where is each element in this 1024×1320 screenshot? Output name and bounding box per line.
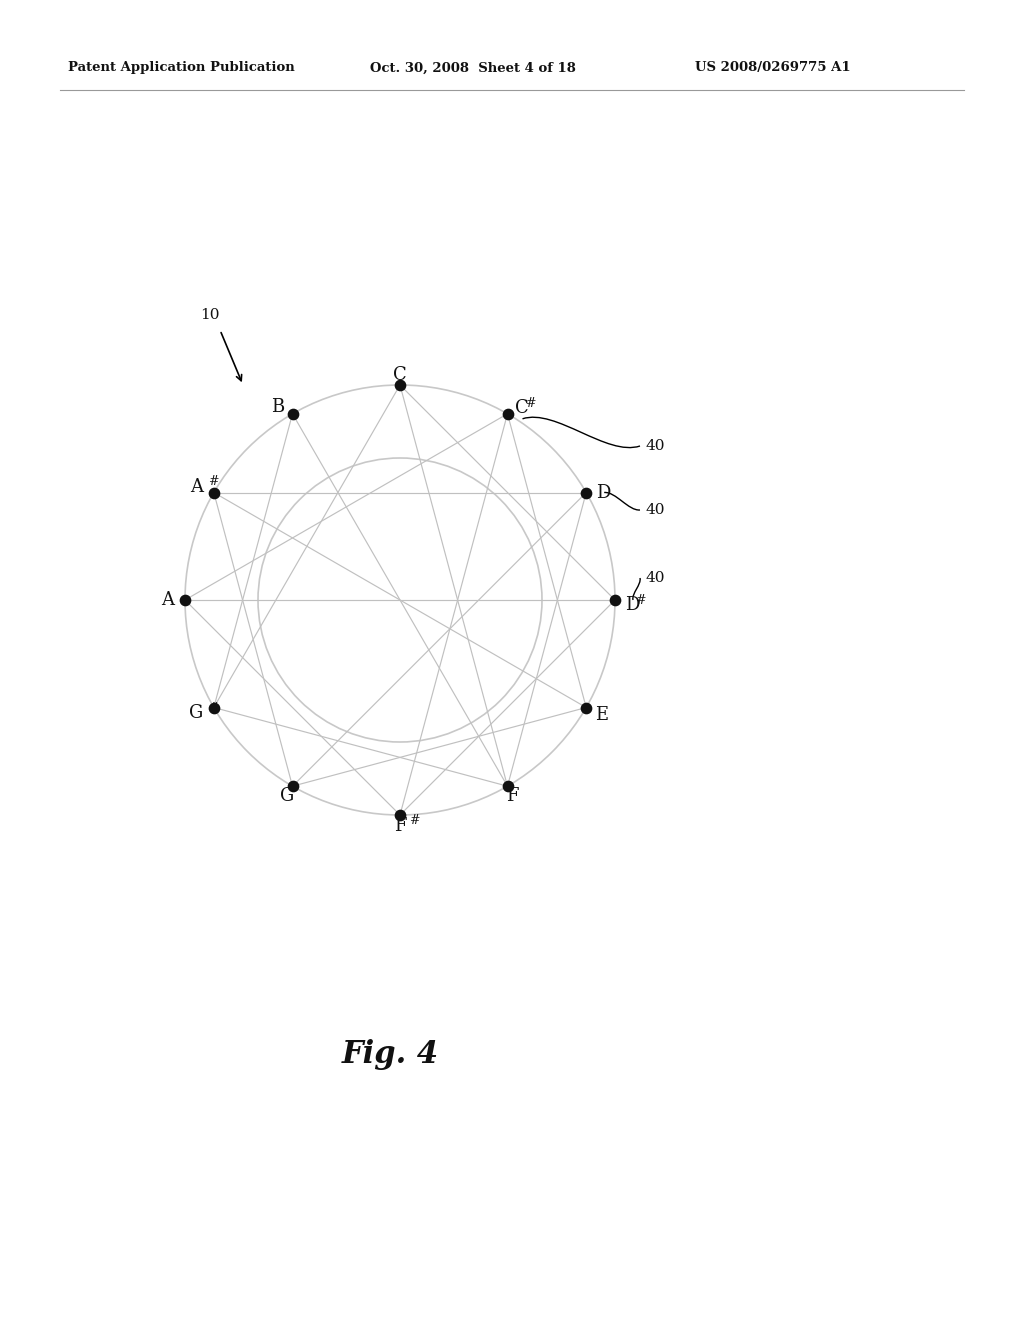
Text: G: G [189,705,204,722]
Text: #: # [208,702,218,714]
Text: Fig. 4: Fig. 4 [341,1040,438,1071]
Text: #: # [208,475,218,488]
Text: E: E [595,705,608,723]
Point [285,403,301,424]
Text: C: C [393,367,407,384]
Point [500,403,516,424]
Text: Oct. 30, 2008  Sheet 4 of 18: Oct. 30, 2008 Sheet 4 of 18 [370,62,575,74]
Point [206,697,222,718]
Text: G: G [280,787,294,805]
Text: 10: 10 [200,308,219,322]
Point [392,375,409,396]
Text: 40: 40 [645,440,665,453]
Text: D: D [596,483,610,502]
Text: #: # [635,594,645,607]
Text: A: A [190,478,204,496]
Text: F: F [394,817,407,834]
Text: US 2008/0269775 A1: US 2008/0269775 A1 [695,62,851,74]
Text: A: A [161,591,174,609]
Point [392,804,409,825]
Point [206,482,222,503]
Point [578,482,594,503]
Text: #: # [525,396,536,409]
Text: C: C [515,399,529,417]
Point [177,590,194,611]
Text: #: # [409,814,420,828]
Text: Patent Application Publication: Patent Application Publication [68,62,295,74]
Point [285,776,301,797]
Point [607,590,624,611]
Text: F: F [506,787,518,805]
Point [500,776,516,797]
Point [578,697,594,718]
Text: 40: 40 [645,503,665,517]
Text: D: D [625,597,639,614]
Text: B: B [271,397,285,416]
Text: 40: 40 [645,572,665,585]
